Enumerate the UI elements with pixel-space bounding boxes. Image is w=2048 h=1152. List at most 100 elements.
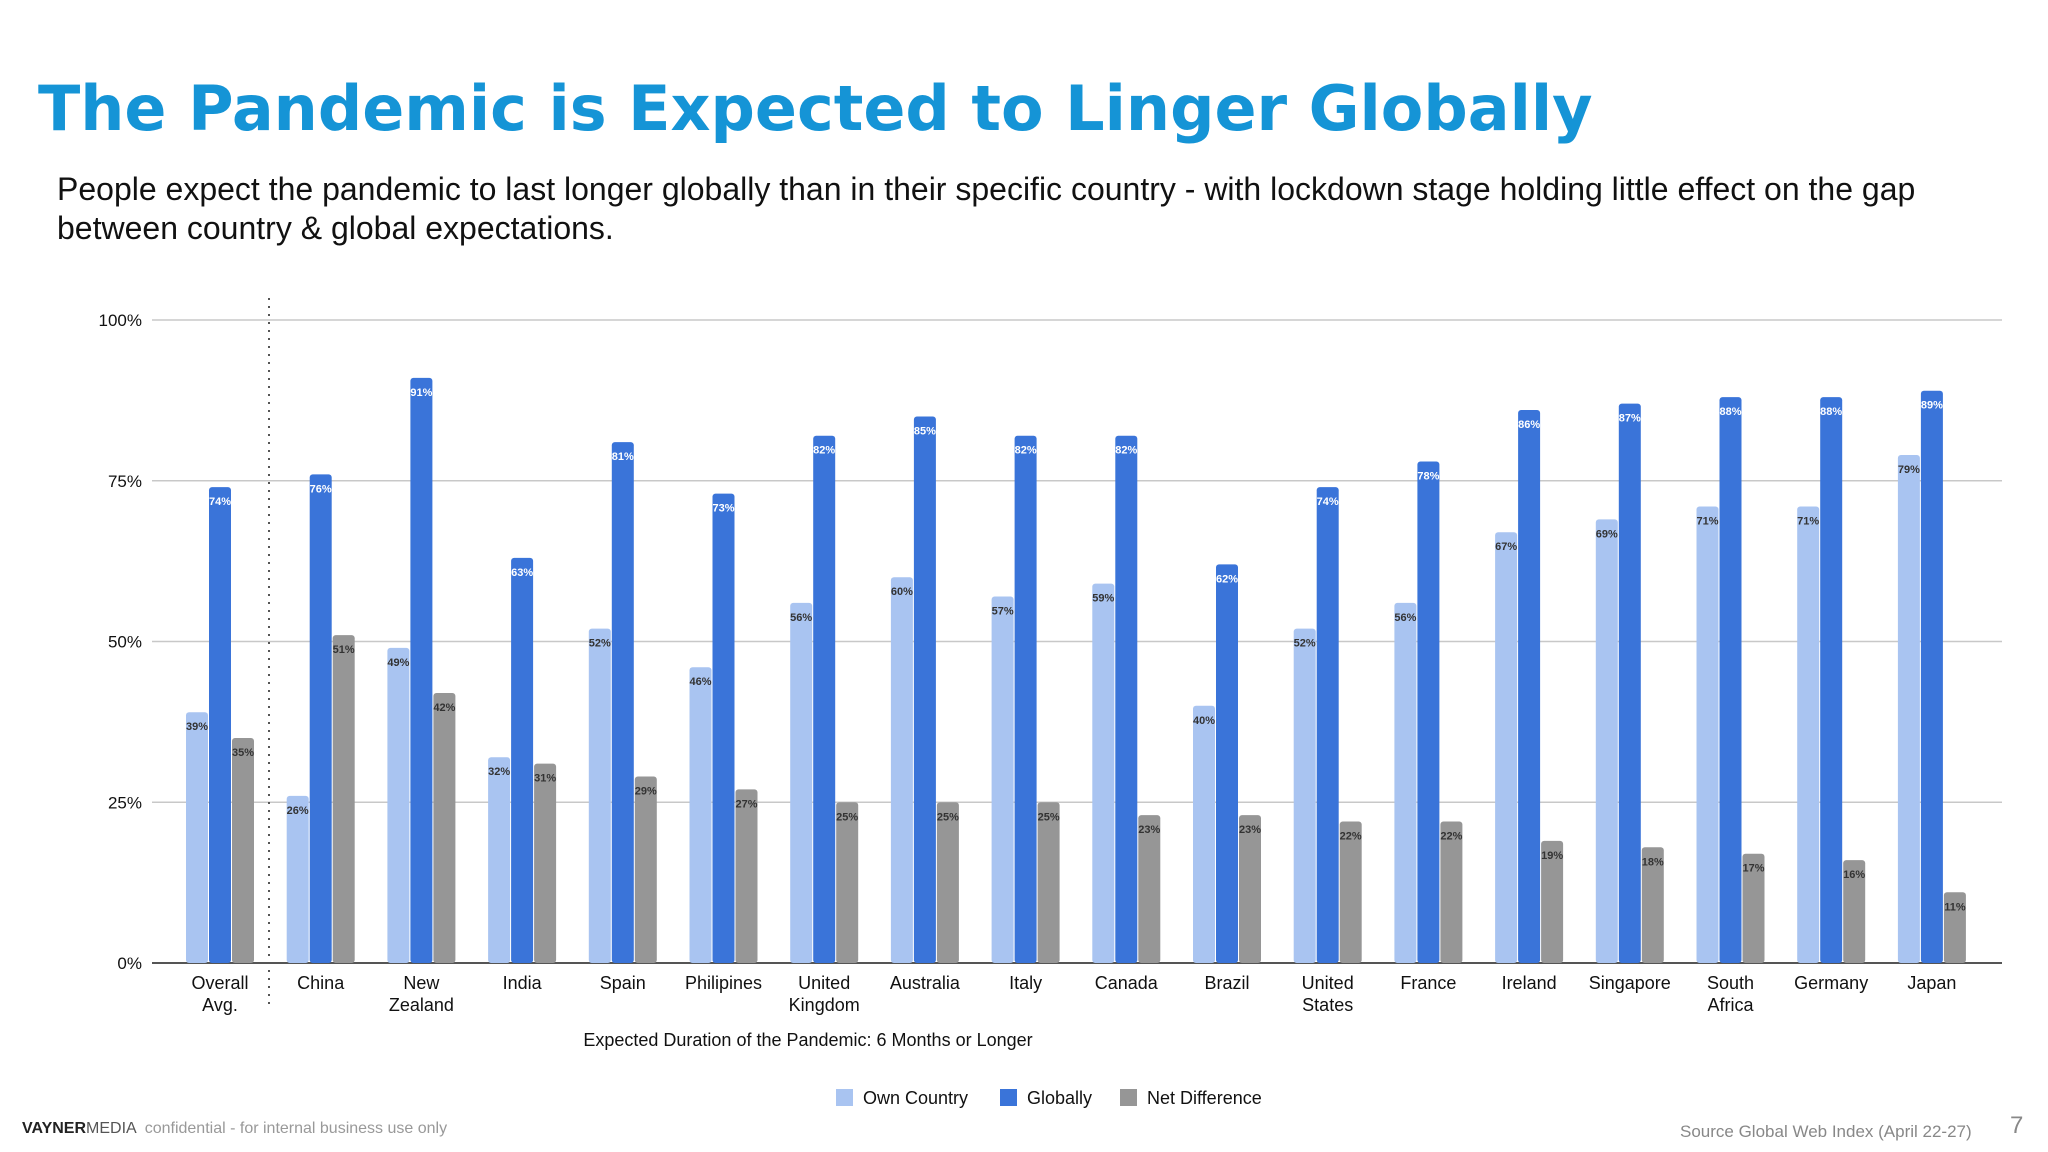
x-axis-ticks: Overall Avg. China New Zealand India Spain Phil… <box>191 973 1956 1015</box>
source-note: Source Global Web Index (April 22-27) <box>1680 1122 1972 1141</box>
bar-data-label: 29% <box>635 786 657 798</box>
bar-data-label: 78% <box>1417 470 1439 482</box>
bar-own-country <box>1595 519 1618 963</box>
bar-globally <box>511 557 534 963</box>
bar-net-difference <box>534 763 557 963</box>
slide-subtitle: People expect the pandemic to last longe… <box>57 171 1916 246</box>
bar-own-country <box>387 647 410 963</box>
bar-net-difference <box>1641 847 1664 963</box>
bar-data-label: 31% <box>534 773 556 785</box>
bar-data-label: 22% <box>1340 831 1362 843</box>
bar-data-label: 39% <box>186 721 208 733</box>
bar-data-label: 51% <box>333 644 355 656</box>
bar-data-label: 82% <box>1015 445 1037 457</box>
x-tick-label: Spain <box>600 973 646 993</box>
legend-item-net-difference: Net Difference <box>1120 1088 1262 1108</box>
bar-data-label: 91% <box>410 387 432 399</box>
bar-own-country <box>1897 455 1920 963</box>
bar-data-label: 76% <box>310 483 332 495</box>
bar-globally <box>309 474 332 963</box>
bar-net-difference <box>332 635 355 963</box>
legend-swatch <box>1000 1089 1017 1106</box>
x-tick-label: United Kingdom <box>789 973 860 1015</box>
bar-globally <box>712 493 735 963</box>
bar-globally <box>913 416 936 963</box>
bar-net-difference <box>232 737 254 963</box>
bar-data-label: 56% <box>1394 612 1416 624</box>
bar-own-country <box>689 667 712 963</box>
bar-data-label: 82% <box>813 445 835 457</box>
bar-net-difference <box>1239 815 1261 963</box>
bar-data-label: 18% <box>1642 856 1664 868</box>
bar-globally <box>611 442 634 963</box>
bar-data-label: 56% <box>790 612 812 624</box>
bar-net-difference <box>1742 853 1765 963</box>
data-labels: 39% 74% 35% 26% 76% 51% 49% 91% 42% 32% 63% 31% 52% 8… <box>186 387 1966 913</box>
bar-data-label: 57% <box>992 605 1014 617</box>
bar-data-label: 88% <box>1719 406 1741 418</box>
bar-data-label: 59% <box>1092 593 1114 605</box>
bar-own-country <box>1092 583 1115 963</box>
bar-data-label: 23% <box>1138 824 1160 836</box>
bar-own-country <box>991 596 1014 963</box>
bar-data-label: 26% <box>287 805 309 817</box>
bar-data-label: 19% <box>1541 850 1563 862</box>
bar-data-label: 74% <box>209 496 231 508</box>
bar-net-difference <box>836 802 859 963</box>
bar-net-difference <box>1943 892 1966 963</box>
bar-data-label: 87% <box>1619 413 1641 425</box>
bar-data-label: 81% <box>612 451 634 463</box>
bars <box>186 377 1966 964</box>
bar-globally <box>1820 397 1843 963</box>
bar-data-label: 25% <box>1038 811 1060 823</box>
bar-own-country <box>1495 532 1518 963</box>
bar-data-label: 85% <box>914 425 936 437</box>
bar-data-label: 71% <box>1696 515 1718 527</box>
bar-data-label: 42% <box>433 702 455 714</box>
bar-data-label: 27% <box>735 798 757 810</box>
bar-data-label: 73% <box>712 503 734 515</box>
bar-net-difference <box>1138 815 1161 963</box>
bar-data-label: 69% <box>1596 528 1618 540</box>
bar-data-label: 52% <box>1294 638 1316 650</box>
bar-own-country <box>890 577 913 963</box>
bar-globally <box>1719 397 1742 963</box>
x-tick-label: New Zealand <box>389 973 454 1015</box>
y-tick-label: 50% <box>108 633 142 652</box>
bar-own-country <box>790 602 813 963</box>
gridlines <box>152 319 2002 964</box>
x-tick-label: Germany <box>1794 973 1868 993</box>
legend: Own Country Globally Net Difference <box>836 1088 1262 1108</box>
legend-swatch <box>1120 1089 1137 1106</box>
x-tick-label: France <box>1400 973 1456 993</box>
bar-data-label: 82% <box>1115 445 1137 457</box>
bar-data-label: 25% <box>836 811 858 823</box>
x-tick-label: Overall Avg. <box>191 973 248 1015</box>
bar-data-label: 79% <box>1898 464 1920 476</box>
x-tick-label: Ireland <box>1502 973 1557 993</box>
bar-data-label: 16% <box>1843 869 1865 881</box>
bar-data-label: 74% <box>1317 496 1339 508</box>
bar-own-country <box>186 712 208 963</box>
brand-light: MEDIA <box>86 1120 137 1137</box>
bar-data-label: 89% <box>1921 400 1943 412</box>
bar-globally <box>1316 487 1339 963</box>
bar-data-label: 46% <box>689 676 711 688</box>
bar-data-label: 11% <box>1944 901 1966 913</box>
bar-net-difference <box>735 789 758 963</box>
x-axis-label: Expected Duration of the Pandemic: 6 Mon… <box>583 1030 1032 1050</box>
bar-own-country <box>1797 506 1820 963</box>
x-tick-label: Philipines <box>685 973 762 993</box>
legend-label: Own Country <box>863 1088 968 1108</box>
x-tick-label: Japan <box>1907 973 1956 993</box>
bar-globally <box>1920 390 1943 964</box>
x-tick-label: India <box>503 973 543 993</box>
bar-data-label: 22% <box>1440 831 1462 843</box>
x-tick-label: Australia <box>890 973 961 993</box>
bar-net-difference <box>936 802 959 963</box>
bar-globally <box>1518 410 1541 963</box>
x-tick-label: Brazil <box>1204 973 1249 993</box>
bar-data-label: 49% <box>387 657 409 669</box>
bar-data-label: 62% <box>1216 573 1238 585</box>
